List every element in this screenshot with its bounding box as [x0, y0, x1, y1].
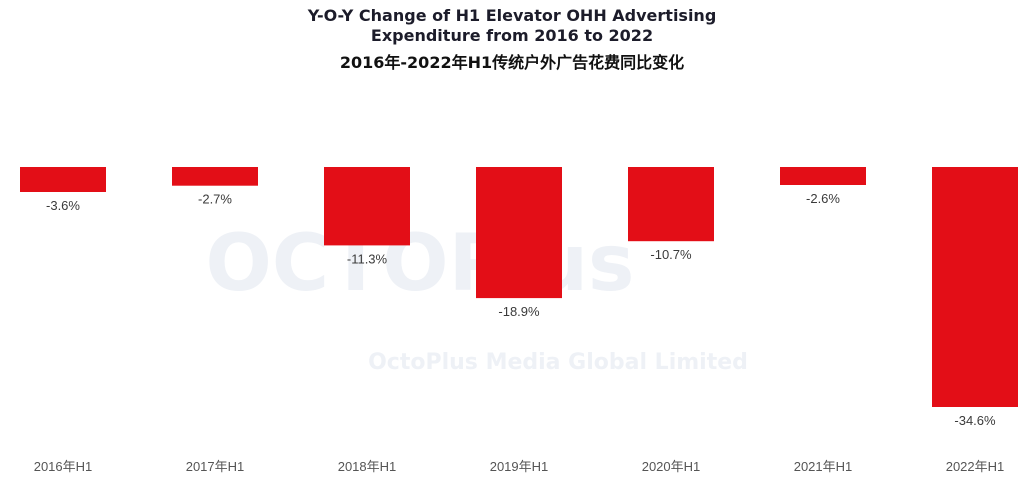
data-labels-layer: -3.6% -2.7% -11.3% -18.9% -10.7% -2.6% -34.6%: [46, 191, 996, 428]
data-label-6: -34.6%: [954, 413, 996, 428]
bar-4: [628, 167, 714, 242]
bar-3: [476, 167, 562, 299]
data-label-0: -3.6%: [46, 198, 80, 213]
data-label-4: -10.7%: [650, 247, 692, 262]
x-tick-label-3: 2019年H1: [490, 459, 549, 474]
chart-title-line-2: Expenditure from 2016 to 2022: [370, 26, 654, 45]
x-tick-label-5: 2021年H1: [794, 459, 853, 474]
bar-5: [780, 167, 866, 185]
data-label-5: -2.6%: [806, 191, 840, 206]
bar-0: [20, 167, 106, 192]
x-tick-label-4: 2020年H1: [642, 459, 701, 474]
chart-subtitle: 2016年-2022年H1传统户外广告花费同比变化: [339, 53, 685, 72]
x-tick-label-0: 2016年H1: [34, 459, 93, 474]
data-label-3: -18.9%: [498, 304, 540, 319]
x-tick-label-2: 2018年H1: [338, 459, 397, 474]
data-label-2: -11.3%: [347, 251, 388, 266]
data-label-1: -2.7%: [198, 192, 232, 207]
chart-title-line-1: Y-O-Y Change of H1 Elevator OHH Advertis…: [307, 6, 717, 25]
x-tick-label-6: 2022年H1: [946, 459, 1005, 474]
x-axis-ticks: 2016年H1 2017年H1 2018年H1 2019年H1 2020年H1 2021年…: [34, 459, 1005, 474]
bars-layer: [20, 167, 1018, 407]
bar-6: [932, 167, 1018, 407]
bar-1: [172, 167, 258, 186]
bar-2: [324, 167, 410, 246]
x-tick-label-1: 2017年H1: [186, 459, 245, 474]
